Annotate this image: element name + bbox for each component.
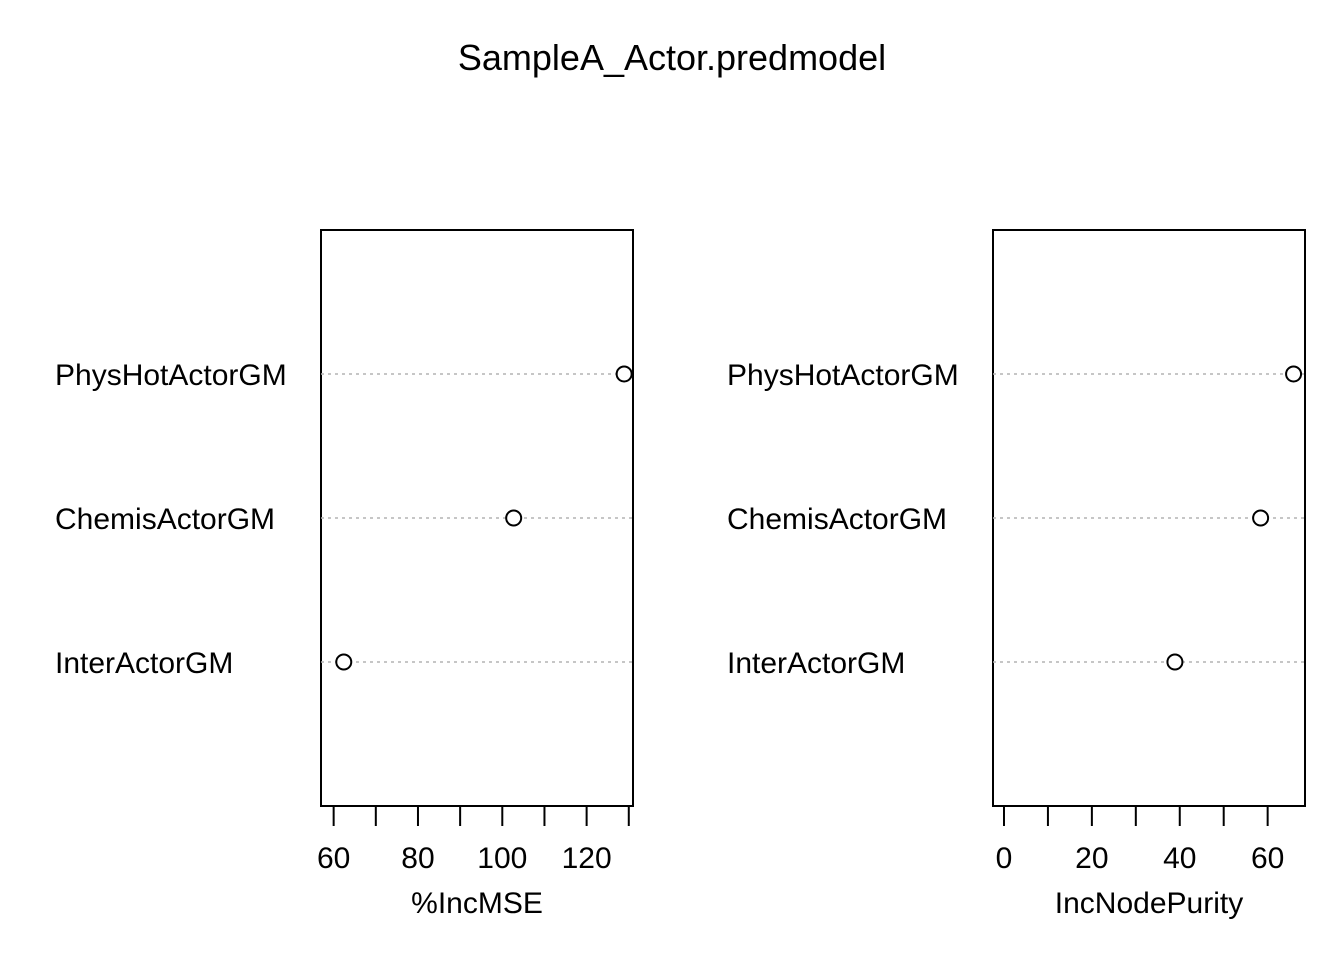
x-tick-label: 20: [1075, 842, 1108, 875]
left-x-axis: 60 80 100 120: [317, 805, 630, 875]
right-label-chemisactorgm: ChemisActorGM: [727, 503, 947, 536]
data-point-physhotactorgm: [1285, 365, 1303, 383]
left-x-axis-title: %IncMSE: [411, 887, 543, 920]
left-data-points: [335, 365, 633, 671]
x-tick-label: 60: [317, 842, 350, 875]
left-label-interactorgm: InterActorGM: [55, 647, 233, 680]
left-label-physhotactorgm: PhysHotActorGM: [55, 359, 287, 392]
left-guide-lines: [321, 373, 633, 663]
right-data-points: [1166, 365, 1303, 671]
x-tick-label: 80: [401, 842, 434, 875]
x-tick-label: 60: [1251, 842, 1284, 875]
data-point-chemisactorgm: [505, 509, 523, 527]
right-x-axis: 0 20 40 60: [996, 805, 1284, 875]
data-point-interactorgm: [335, 653, 353, 671]
x-tick-label: 120: [562, 842, 612, 875]
right-panel: PhysHotActorGM ChemisActorGM InterActorG…: [727, 229, 1306, 920]
left-label-chemisactorgm: ChemisActorGM: [55, 503, 275, 536]
right-category-labels: PhysHotActorGM ChemisActorGM InterActorG…: [727, 359, 959, 680]
x-tick-label: 100: [477, 842, 527, 875]
chart-title: SampleA_Actor.predmodel: [458, 37, 886, 78]
left-panel: PhysHotActorGM ChemisActorGM InterActorG…: [55, 229, 634, 920]
x-tick-label: 40: [1163, 842, 1196, 875]
left-category-labels: PhysHotActorGM ChemisActorGM InterActorG…: [55, 359, 287, 680]
data-point-physhotactorgm: [615, 365, 633, 383]
data-point-chemisactorgm: [1252, 509, 1270, 527]
x-tick-label: 0: [996, 842, 1013, 875]
data-point-interactorgm: [1166, 653, 1184, 671]
right-x-axis-title: IncNodePurity: [1055, 887, 1243, 920]
right-label-interactorgm: InterActorGM: [727, 647, 905, 680]
right-label-physhotactorgm: PhysHotActorGM: [727, 359, 959, 392]
